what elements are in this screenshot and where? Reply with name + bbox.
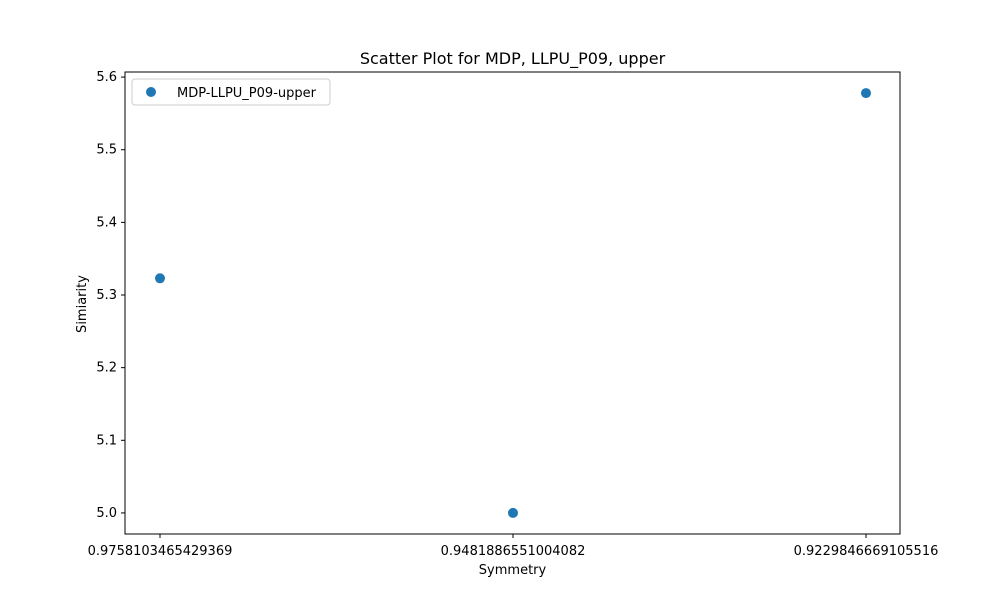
scatter-point: [155, 273, 165, 284]
x-tick-label: 0.9229846669105516: [794, 544, 939, 559]
legend-label: MDP-LLPU_P09-upper: [177, 86, 317, 101]
y-tick-label: 5.4: [96, 215, 117, 230]
legend-box: [131, 78, 331, 106]
legend-marker: [146, 87, 156, 97]
scatter-point: [508, 507, 518, 518]
plot-area: 5.0 5.1 5.2 5.3 5.4 5.5 5.6 0.9758103465429369 0…: [88, 70, 939, 559]
x-tick-label: 0.9758103465429369: [88, 544, 233, 559]
y-tick-label: 5.1: [96, 433, 117, 448]
y-tick-label: 5.5: [96, 143, 117, 158]
y-tick-label: 5.0: [96, 506, 117, 521]
y-tick-label: 5.6: [96, 70, 117, 85]
y-axis-label: Simiarity: [75, 275, 90, 333]
chart-title: Scatter Plot for MDP, LLPU_P09, upper: [360, 49, 666, 69]
plot-frame: [124, 71, 901, 535]
x-axis-label: Symmetry: [479, 563, 547, 578]
scatter-point: [861, 88, 871, 99]
legend: MDP-LLPU_P09-upper: [131, 78, 331, 106]
y-tick-label: 5.3: [96, 288, 117, 303]
x-tick-label: 0.9481886551004082: [441, 544, 586, 559]
y-tick-label: 5.2: [96, 361, 117, 376]
